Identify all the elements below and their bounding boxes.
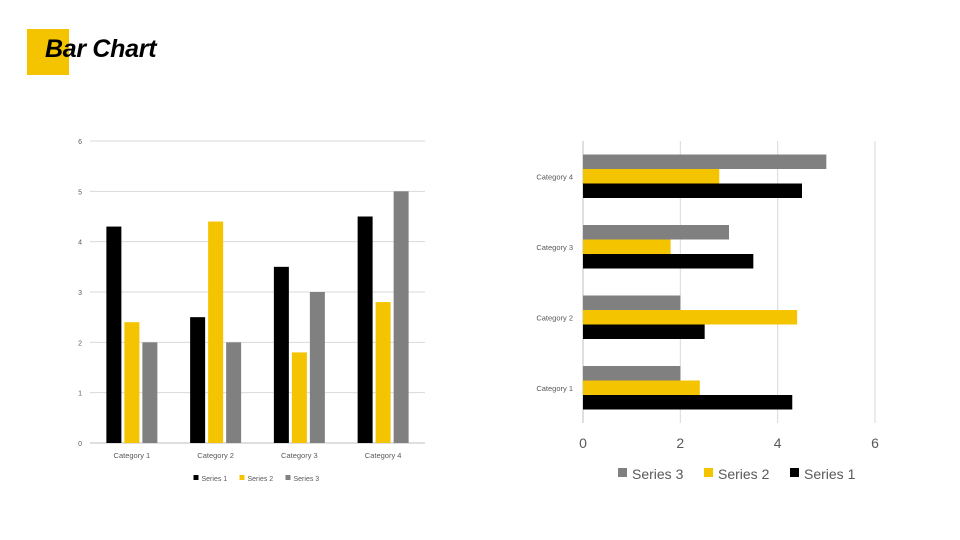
y-tick-label: 3 bbox=[78, 290, 82, 297]
x-tick-label: Category 1 bbox=[114, 451, 151, 460]
x-tick-label: Category 4 bbox=[365, 451, 402, 460]
legend-swatch-series-3 bbox=[618, 468, 627, 477]
vertical-bar-chart: 0 1 2 3 4 5 6 Category 1 Category 2 Category 3 Cat… bbox=[78, 139, 425, 483]
y-tick-label: Category 4 bbox=[536, 172, 573, 181]
legend-swatch-series-2 bbox=[239, 475, 245, 480]
bar-series-3-category-4 bbox=[583, 154, 827, 169]
bar-series-1-category-4 bbox=[357, 216, 373, 443]
x-tick-label: 4 bbox=[774, 435, 782, 451]
bar-series-1-category-3 bbox=[273, 266, 289, 443]
y-tick-label: 1 bbox=[78, 391, 82, 398]
x-tick-label: Category 2 bbox=[197, 451, 234, 460]
slide-title: Bar Chart bbox=[45, 35, 157, 63]
legend-label: Series 1 bbox=[202, 476, 228, 483]
legend-label: Series 1 bbox=[804, 466, 856, 482]
bar-series-2-category-4 bbox=[583, 169, 720, 184]
bar-series-1-category-2 bbox=[190, 317, 206, 443]
legend-swatch-series-2 bbox=[704, 468, 713, 477]
bar-series-1-category-2 bbox=[583, 324, 705, 339]
x-tick-label: 0 bbox=[579, 435, 587, 451]
bar-series-3-category-4 bbox=[393, 191, 409, 443]
title-accent-block bbox=[27, 29, 69, 75]
bar-series-2-category-1 bbox=[583, 380, 700, 395]
bar-series-3-category-2 bbox=[226, 342, 242, 443]
bar-series-1-category-1 bbox=[583, 395, 793, 410]
y-tick-label: 0 bbox=[78, 441, 82, 448]
y-tick-label: Category 2 bbox=[536, 313, 573, 322]
y-tick-label: 6 bbox=[78, 139, 82, 146]
bar-series-2-category-3 bbox=[583, 239, 671, 254]
bar-series-3-category-2 bbox=[583, 295, 681, 310]
bar-series-3-category-3 bbox=[583, 225, 729, 240]
bar-series-2-category-2 bbox=[208, 221, 224, 443]
bar-series-2-category-1 bbox=[124, 322, 140, 443]
y-tick-label: Category 1 bbox=[536, 384, 573, 393]
legend-label: Series 3 bbox=[632, 466, 684, 482]
x-tick-label: 2 bbox=[676, 435, 684, 451]
bar-series-2-category-3 bbox=[291, 352, 307, 443]
legend-label: Series 2 bbox=[718, 466, 770, 482]
bar-series-3-category-3 bbox=[309, 292, 325, 443]
horizontal-bar-chart: 0 2 4 6 Category 1 Category 2 Category 3 Catego… bbox=[536, 141, 879, 482]
x-tick-label: 6 bbox=[871, 435, 879, 451]
x-tick-label: Category 3 bbox=[281, 451, 318, 460]
y-tick-label: 4 bbox=[78, 240, 82, 247]
legend-swatch-series-1 bbox=[790, 468, 799, 477]
bar-series-1-category-3 bbox=[583, 254, 754, 269]
bar-series-1-category-1 bbox=[106, 226, 122, 443]
bar-series-3-category-1 bbox=[142, 342, 158, 443]
bar-series-3-category-1 bbox=[583, 366, 681, 381]
legend-swatch-series-1 bbox=[193, 475, 199, 480]
y-tick-label: Category 3 bbox=[536, 243, 573, 252]
bar-series-2-category-2 bbox=[583, 310, 798, 325]
y-tick-label: 2 bbox=[78, 340, 82, 347]
legend-swatch-series-3 bbox=[285, 475, 291, 480]
bar-series-1-category-4 bbox=[583, 183, 802, 198]
legend-label: Series 3 bbox=[294, 476, 320, 483]
legend-label: Series 2 bbox=[248, 476, 274, 483]
bar-series-2-category-4 bbox=[375, 302, 391, 443]
y-tick-label: 5 bbox=[78, 189, 82, 196]
